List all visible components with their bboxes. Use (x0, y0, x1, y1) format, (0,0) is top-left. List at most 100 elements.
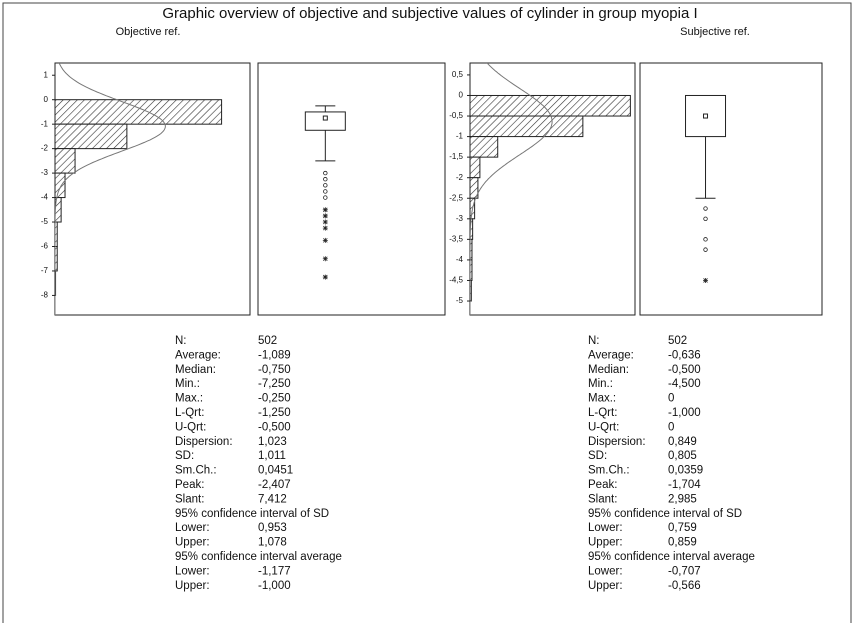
y-tick-label: -6 (41, 242, 49, 251)
stat-label: Average: (175, 349, 221, 361)
stat-value: -1,250 (258, 407, 291, 419)
y-tick-label: -5 (41, 217, 49, 226)
outlier (323, 177, 328, 182)
y-tick-label: 0 (44, 95, 49, 104)
y-tick-label: -5 (456, 296, 464, 305)
y-tick-label: -3,5 (449, 234, 463, 243)
histogram-bar (54, 99, 223, 125)
histogram-bar (469, 94, 631, 117)
stat-value: -1,704 (668, 479, 701, 491)
outlier (703, 247, 708, 252)
stat-label: 95% confidence interval of SD (588, 508, 742, 520)
stat-value: -2,407 (258, 479, 291, 491)
extreme (322, 207, 328, 213)
stat-label: Upper: (175, 537, 210, 549)
box (304, 111, 346, 131)
outlier (323, 195, 328, 200)
stat-value: 0,0359 (668, 465, 703, 477)
stat-value: -7,250 (258, 378, 291, 390)
stat-label: Dispersion: (175, 436, 233, 448)
stat-value: -1,177 (258, 565, 291, 577)
stat-value: -0,566 (668, 580, 701, 592)
boxplot-frame (257, 62, 446, 316)
y-tick-label: -1 (456, 132, 464, 141)
stat-value: 502 (258, 335, 277, 347)
extreme (322, 213, 328, 219)
histogram-bar (469, 136, 499, 158)
normal-curve (470, 63, 553, 315)
stat-value: 0,759 (668, 522, 697, 534)
stat-label: Upper: (175, 580, 210, 592)
stat-value: -0,750 (258, 364, 291, 376)
figure-title: Graphic overview of objective and subjec… (162, 5, 697, 22)
stat-value: -0,500 (258, 421, 291, 433)
panel-title: Subjective ref. (680, 26, 750, 38)
median-marker (322, 115, 328, 121)
stat-label: L-Qrt: (175, 407, 204, 419)
stat-label: Upper: (588, 580, 623, 592)
outlier (703, 216, 708, 222)
stat-value: -1,000 (258, 580, 291, 592)
stat-label: Median: (175, 364, 216, 376)
stat-label: U-Qrt: (588, 421, 619, 433)
extreme (322, 256, 328, 262)
extreme (322, 274, 328, 280)
histogram-bar (54, 123, 128, 150)
y-tick-label: 1 (44, 70, 49, 79)
stat-label: Min.: (588, 378, 613, 390)
stat-label: Peak: (588, 479, 617, 491)
stat-label: U-Qrt: (175, 421, 206, 433)
stat-label: Slant: (588, 493, 617, 505)
y-tick-label: -1 (41, 119, 49, 128)
stat-label: Lower: (175, 522, 210, 534)
stat-value: -1,000 (668, 407, 701, 419)
stat-label: Median: (588, 364, 629, 376)
stat-value: 1,078 (258, 537, 287, 549)
boxplot-frame (639, 62, 823, 316)
stat-value: -0,636 (668, 349, 701, 361)
stat-label: Upper: (588, 537, 623, 549)
stat-label: Slant: (175, 493, 204, 505)
stat-label: 95% confidence interval of SD (175, 508, 329, 520)
stat-label: Lower: (175, 565, 210, 577)
stat-value: -1,089 (258, 349, 291, 361)
outlier (323, 170, 328, 176)
outlier (703, 206, 708, 211)
stat-label: Peak: (175, 479, 204, 491)
y-tick-label: -7 (41, 266, 49, 275)
y-tick-label: -4 (456, 255, 464, 264)
y-tick-label: 0 (459, 91, 464, 100)
stat-label: N: (588, 335, 600, 347)
stat-label: 95% confidence interval average (175, 551, 342, 563)
panel-title: Objective ref. (116, 26, 181, 38)
stat-label: Max.: (588, 393, 616, 405)
extreme (322, 225, 328, 231)
outlier (703, 237, 708, 242)
stat-value: 0,953 (258, 522, 287, 534)
extreme (703, 277, 709, 283)
histogram-bar (469, 156, 481, 179)
y-tick-label: -4,5 (449, 276, 463, 285)
stat-label: Max.: (175, 393, 203, 405)
outlier (323, 183, 328, 188)
stat-label: Lower: (588, 565, 623, 577)
y-tick-label: -2 (456, 173, 464, 182)
stat-value: 0,849 (668, 436, 697, 448)
median-marker (703, 113, 709, 119)
stat-label: Average: (588, 349, 634, 361)
stat-value: 1,023 (258, 436, 287, 448)
stat-label: SD: (175, 450, 194, 462)
stat-value: 2,985 (668, 493, 697, 505)
stat-label: Min.: (175, 378, 200, 390)
stat-value: 0,805 (668, 450, 697, 462)
extreme (322, 219, 328, 225)
y-tick-label: 0,5 (452, 70, 464, 79)
extreme (322, 237, 328, 243)
y-tick-label: -3 (456, 214, 464, 223)
histogram-bar (469, 115, 584, 138)
stat-value: 0 (668, 393, 674, 405)
stat-value: 0,859 (668, 537, 697, 549)
y-tick-label: -2,5 (449, 193, 463, 202)
